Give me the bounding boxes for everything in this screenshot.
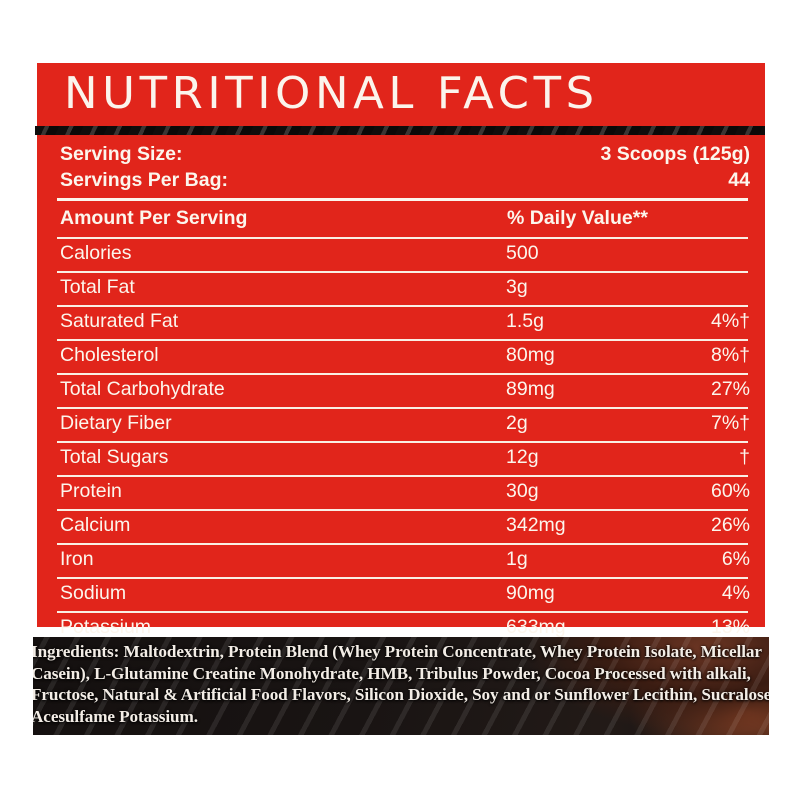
nutrient-percent: 60% (710, 480, 750, 502)
nutrient-percent: 13% (710, 616, 750, 638)
header-rule (57, 198, 748, 201)
nutrient-name: Potassium (60, 616, 152, 638)
nutrition-label: NUTRITIONAL FACTS Serving Size: 3 Scoops… (33, 63, 769, 735)
ingredients-body: Maltodextrin, Protein Blend (Whey Protei… (33, 642, 769, 726)
row-rule (57, 475, 748, 477)
row-rule (57, 441, 748, 443)
ingredients-text: Ingredients: Maltodextrin, Protein Blend… (33, 641, 769, 727)
nutrient-name: Sodium (60, 582, 127, 604)
ingredients-heading: Ingredients: (33, 642, 120, 661)
nutrient-percent: 4%† (710, 310, 750, 332)
row-rule (57, 271, 748, 273)
nutrient-name: Total Fat (60, 276, 135, 298)
nutrient-name: Saturated Fat (60, 310, 179, 332)
nutrient-name: Cholesterol (60, 344, 159, 366)
servings-per-bag-value: 44 (728, 169, 750, 191)
table-row: Total Fat 3g (37, 271, 765, 305)
table-row: Sodium 90mg 4% (37, 577, 765, 611)
nutrient-name: Calories (60, 242, 132, 264)
nutrient-amount: 633mg (506, 616, 566, 638)
nutrient-name: Calcium (60, 514, 131, 536)
row-rule (57, 305, 748, 307)
nutrient-amount: 89mg (506, 378, 555, 400)
nutrient-name: Total Carbohydrate (60, 378, 225, 400)
nutrient-amount: 30g (506, 480, 539, 502)
nutrient-percent: 6% (721, 548, 750, 570)
nutrient-name: Iron (60, 548, 94, 570)
label-title-band: NUTRITIONAL FACTS (37, 63, 765, 126)
nutrient-percent: 7%† (710, 412, 750, 434)
nutrient-amount: 90mg (506, 582, 555, 604)
table-row: Cholesterol 80mg 8%† (37, 339, 765, 373)
title-divider-stripes (35, 126, 765, 135)
ingredients-panel: Ingredients: Maltodextrin, Protein Blend… (33, 637, 769, 735)
table-row: Saturated Fat 1.5g 4%† (37, 305, 765, 339)
row-rule (57, 543, 748, 545)
table-row: Iron 1g 6% (37, 543, 765, 577)
nutrient-percent: 27% (710, 378, 750, 400)
daily-value-header: % Daily Value** (507, 207, 648, 229)
table-row: Protein 30g 60% (37, 475, 765, 509)
nutrient-percent: 8%† (710, 344, 750, 366)
table-row: Total Sugars 12g † (37, 441, 765, 475)
row-rule (57, 237, 748, 239)
nutrient-name: Protein (60, 480, 122, 502)
table-row: Calories 500 (37, 237, 765, 271)
nutrient-name: Dietary Fiber (60, 412, 172, 434)
nutrition-table: Serving Size: 3 Scoops (125g) Servings P… (37, 135, 765, 638)
row-rule (57, 407, 748, 409)
row-rule (57, 339, 748, 341)
table-row: Potassium 633mg 13% (37, 611, 765, 645)
nutrient-amount: 3g (506, 276, 528, 298)
nutrient-amount: 12g (506, 446, 539, 468)
servings-per-bag-label: Servings Per Bag: (60, 169, 228, 191)
row-rule (57, 509, 748, 511)
amount-per-serving-header: Amount Per Serving (60, 207, 248, 229)
nutrient-percent: 26% (710, 514, 750, 536)
serving-size-label: Serving Size: (60, 143, 183, 165)
nutrient-percent: † (739, 446, 750, 468)
serving-size-value: 3 Scoops (125g) (600, 143, 750, 165)
row-rule (57, 373, 748, 375)
page-title: NUTRITIONAL FACTS (64, 68, 599, 119)
nutrient-amount: 500 (506, 242, 539, 264)
table-row: Calcium 342mg 26% (37, 509, 765, 543)
table-row: Total Carbohydrate 89mg 27% (37, 373, 765, 407)
nutrient-name: Total Sugars (60, 446, 169, 468)
ingredients-texture (33, 637, 769, 735)
nutrient-amount: 1g (506, 548, 528, 570)
nutrient-amount: 2g (506, 412, 528, 434)
table-row: Dietary Fiber 2g 7%† (37, 407, 765, 441)
row-rule (57, 577, 748, 579)
nutrient-amount: 1.5g (506, 310, 544, 332)
nutrient-amount: 342mg (506, 514, 566, 536)
nutrient-amount: 80mg (506, 344, 555, 366)
row-rule (57, 611, 748, 613)
nutrient-percent: 4% (721, 582, 750, 604)
